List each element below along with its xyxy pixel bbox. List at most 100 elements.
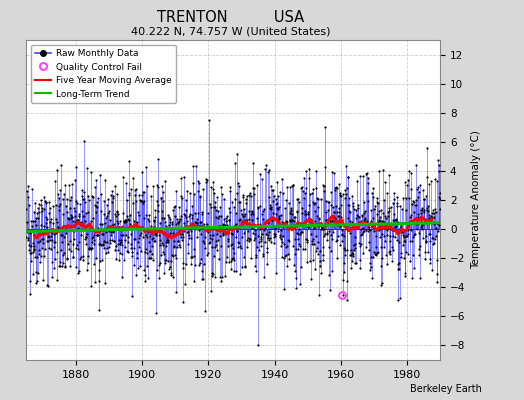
Point bbox=[281, 252, 290, 258]
Point bbox=[237, 206, 246, 213]
Point bbox=[44, 283, 52, 290]
Point bbox=[362, 227, 370, 233]
Point bbox=[130, 245, 138, 252]
Point bbox=[125, 192, 133, 198]
Point bbox=[228, 241, 236, 247]
Point bbox=[159, 242, 168, 248]
Point bbox=[167, 272, 176, 278]
Point bbox=[179, 220, 188, 226]
Point bbox=[389, 217, 397, 224]
Point bbox=[249, 210, 258, 217]
Point bbox=[189, 220, 197, 227]
Point bbox=[394, 261, 402, 268]
Point bbox=[390, 210, 398, 217]
Point bbox=[360, 199, 368, 205]
Point bbox=[385, 208, 393, 214]
Point bbox=[45, 234, 53, 240]
Point bbox=[220, 196, 228, 202]
Point bbox=[381, 213, 389, 219]
Point bbox=[398, 206, 406, 212]
Point bbox=[313, 245, 321, 251]
Point bbox=[147, 243, 156, 250]
Point bbox=[264, 235, 272, 241]
Point bbox=[268, 210, 277, 216]
Point bbox=[221, 272, 230, 279]
Point bbox=[88, 235, 96, 242]
Point bbox=[407, 186, 416, 193]
Point bbox=[293, 236, 302, 242]
Point bbox=[243, 216, 251, 223]
Point bbox=[352, 260, 360, 266]
Point bbox=[83, 209, 92, 216]
Point bbox=[245, 235, 254, 242]
Point bbox=[110, 228, 118, 234]
Point bbox=[270, 230, 278, 237]
Point bbox=[423, 207, 431, 214]
Point bbox=[96, 221, 105, 227]
Point bbox=[362, 219, 370, 225]
Point bbox=[366, 260, 374, 267]
Point bbox=[32, 278, 41, 284]
Point bbox=[347, 265, 355, 271]
Point bbox=[183, 228, 192, 235]
Point bbox=[135, 235, 143, 241]
Point bbox=[95, 267, 104, 273]
Point bbox=[116, 250, 124, 256]
Point bbox=[57, 162, 65, 168]
Point bbox=[234, 183, 243, 189]
Point bbox=[184, 232, 193, 238]
Point bbox=[271, 230, 279, 237]
Point bbox=[120, 257, 128, 264]
Point bbox=[404, 231, 412, 237]
Point bbox=[392, 200, 401, 207]
Point bbox=[364, 228, 372, 234]
Point bbox=[48, 259, 57, 265]
Point bbox=[294, 199, 303, 205]
Point bbox=[128, 249, 136, 255]
Point bbox=[54, 191, 62, 198]
Point bbox=[351, 245, 359, 251]
Point bbox=[371, 221, 379, 227]
Point bbox=[277, 254, 286, 261]
Point bbox=[30, 199, 39, 206]
Point bbox=[199, 238, 207, 244]
Point bbox=[365, 247, 374, 253]
Point bbox=[312, 195, 321, 201]
Point bbox=[177, 213, 185, 219]
Point bbox=[107, 237, 116, 243]
Point bbox=[33, 254, 41, 260]
Point bbox=[113, 218, 122, 224]
Point bbox=[198, 268, 206, 274]
Point bbox=[323, 216, 331, 223]
Point bbox=[39, 276, 48, 283]
Point bbox=[204, 239, 213, 246]
Point bbox=[255, 246, 263, 253]
Point bbox=[160, 270, 168, 277]
Point bbox=[205, 117, 213, 123]
Point bbox=[328, 218, 336, 224]
Point bbox=[302, 184, 310, 191]
Point bbox=[39, 236, 47, 242]
Point bbox=[61, 225, 69, 232]
Point bbox=[337, 193, 345, 200]
Point bbox=[28, 186, 36, 192]
Point bbox=[51, 201, 60, 208]
Point bbox=[395, 266, 403, 272]
Point bbox=[323, 230, 332, 236]
Point bbox=[60, 264, 69, 270]
Point bbox=[214, 215, 223, 221]
Point bbox=[212, 242, 220, 248]
Point bbox=[139, 189, 147, 195]
Point bbox=[143, 250, 151, 256]
Point bbox=[317, 220, 325, 226]
Point bbox=[376, 233, 384, 240]
Point bbox=[66, 197, 74, 204]
Point bbox=[420, 196, 428, 202]
Point bbox=[144, 215, 152, 222]
Point bbox=[32, 280, 40, 287]
Point bbox=[242, 200, 250, 206]
Point bbox=[275, 215, 283, 222]
Point bbox=[214, 255, 223, 262]
Point bbox=[153, 229, 161, 236]
Point bbox=[158, 182, 166, 189]
